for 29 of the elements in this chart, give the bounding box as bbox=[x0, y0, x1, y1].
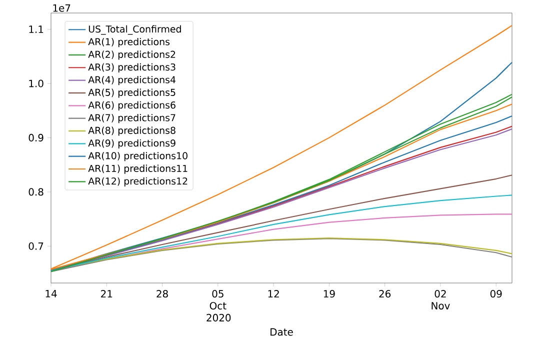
legend-label: AR(6) predictions6 bbox=[88, 101, 176, 110]
legend-label: AR(11) predictions11 bbox=[88, 164, 188, 174]
legend-label: AR(5) predictions5 bbox=[88, 88, 176, 98]
legend-label: AR(7) predictions7 bbox=[88, 114, 176, 124]
y-tick-label: 1.0 bbox=[29, 80, 44, 88]
text: 1e7 bbox=[53, 4, 70, 12]
legend-label: AR(9) predictions9 bbox=[88, 139, 176, 148]
legend-label: AR(1) predictions bbox=[88, 38, 170, 48]
y-tick-label: 1.1 bbox=[29, 26, 44, 33]
legend-label: AR(2) predictions2 bbox=[88, 50, 176, 60]
legend-label: AR(8) predictions8 bbox=[88, 126, 176, 136]
x-tick-label: 05 Oct 2020 bbox=[206, 290, 231, 322]
x-tick-label: 21 bbox=[101, 290, 112, 298]
legend-label: US_Total_Confirmed bbox=[88, 25, 181, 35]
y-tick-label: 0.8 bbox=[28, 188, 44, 196]
x-tick-label: 28 bbox=[156, 290, 168, 298]
x-tick-label: 09 bbox=[490, 290, 502, 298]
legend-label: AR(10) predictions10 bbox=[88, 152, 188, 162]
legend-label: AR(12) predictions12 bbox=[88, 177, 188, 186]
x-tick-label: 14 bbox=[46, 290, 57, 298]
x-tick-label: 19 bbox=[324, 290, 335, 298]
x-tick-label: 26 bbox=[379, 290, 391, 298]
legend-label: AR(3) predictions3 bbox=[88, 63, 176, 72]
y-tick-label: 0.7 bbox=[28, 242, 44, 250]
legend-label: AR(4) predictions4 bbox=[88, 76, 176, 86]
x-tick-label: 02 Nov bbox=[432, 290, 450, 310]
x-axis-title: Date bbox=[270, 328, 293, 336]
y-tick-label: 0.9 bbox=[28, 134, 44, 142]
x-tick-label: 12 bbox=[268, 290, 279, 298]
